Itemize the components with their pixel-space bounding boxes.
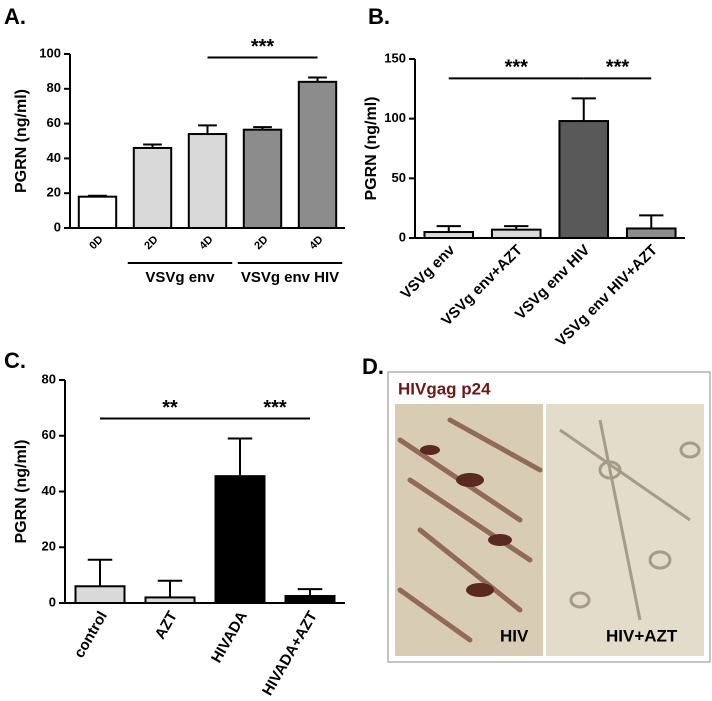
bar [297,80,338,229]
y-axis-label: PGRN (ng/ml) [363,97,380,201]
x-tick-label: 2D [252,234,270,252]
x-tick-label: AZT [152,608,181,642]
y-tick-label: 20 [47,185,61,200]
nuclei [420,445,512,597]
bar [242,128,283,229]
bar [558,120,610,239]
panel-label: B. [368,4,390,29]
bar [144,596,196,604]
y-tick-label: 60 [42,427,56,442]
y-tick-label: 80 [47,80,61,95]
y-tick-label: 150 [384,50,406,65]
bar [490,228,542,240]
bar [132,146,173,230]
bar [423,231,475,240]
bar [214,475,266,605]
y-tick-label: 50 [392,170,406,185]
significance-label: *** [606,57,630,79]
x-tick-label: VSVg env [397,241,458,302]
x-tick-label: HIVADA+AZT [259,608,321,698]
y-axis-label: PGRN (ng/ml) [13,440,30,544]
panel-label: C. [4,348,26,373]
y-tick-label: 80 [42,371,56,386]
y-tick-label: 40 [47,150,61,165]
cells-azt [559,419,701,621]
y-tick-label: 60 [47,115,61,130]
panel-label: A. [4,4,26,29]
significance-label: *** [251,36,275,58]
bar [187,133,228,229]
significance-label: ** [162,397,178,419]
panel-label: D. [362,354,384,379]
x-tick-label: HIVADA [208,608,251,665]
y-tick-label: 100 [39,45,61,60]
image-caption: HIV [500,626,529,645]
micrograph-hiv-azt [546,404,704,656]
x-tick-label: control [71,608,111,661]
y-tick-label: 0 [399,229,406,244]
y-axis-label: PGRN (ng/ml) [13,89,30,193]
y-tick-label: 40 [42,483,56,498]
significance-label: *** [505,57,529,79]
x-tick-label: 4D [197,234,215,252]
y-tick-label: 100 [384,110,406,125]
y-tick-label: 0 [49,594,56,609]
y-tick-label: 20 [42,539,56,554]
x-tick-label: 0D [87,234,105,252]
bar [77,195,118,229]
x-tick-label: 2D [142,234,160,252]
image-panel: HIVgag p24 HIV HIV+AZT D. [362,354,711,663]
image-title: HIVgag p24 [398,379,491,398]
group-label: VSVg env [145,269,215,286]
bar [625,227,677,240]
group-label: VSVg env HIV [241,269,339,286]
x-tick-label: 4D [307,234,325,252]
image-caption: HIV+AZT [606,626,678,645]
significance-label: *** [263,397,287,419]
y-tick-label: 0 [54,219,61,234]
micrograph-hiv [395,404,543,656]
bar [284,595,336,604]
bar [74,585,126,605]
